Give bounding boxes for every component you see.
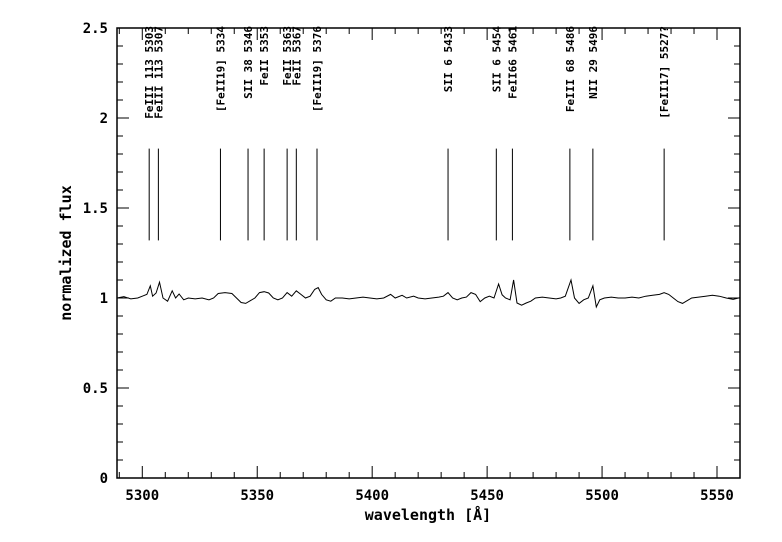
line-id-label: FeII 5363 xyxy=(281,26,294,86)
line-id-label: NII 29 5496 xyxy=(587,26,600,99)
x-tick-label: 5350 xyxy=(240,488,274,504)
line-id-label: [FeII17] 5527? xyxy=(658,26,671,119)
line-id-label: SII 38 5346 xyxy=(242,26,255,99)
y-tick-label: 0 xyxy=(100,471,108,487)
x-tick-label: 5550 xyxy=(700,488,734,504)
y-tick-label: 1 xyxy=(100,291,108,307)
line-id-label: SII 6 5454 xyxy=(490,26,503,93)
line-id-label: [FeII19] 5334 xyxy=(214,26,227,112)
y-tick-label: 2 xyxy=(100,111,108,127)
y-tick-label: 2.5 xyxy=(83,21,108,37)
x-tick-label: 5300 xyxy=(125,488,159,504)
line-id-label: FeIII 113 5307 xyxy=(152,26,165,119)
y-axis-label: normalized flux xyxy=(57,185,75,321)
line-id-label: FeIII 68 5486 xyxy=(564,26,577,112)
y-tick-label: 0.5 xyxy=(83,381,108,397)
line-id-label: FeII 5353 xyxy=(258,26,271,86)
line-id-label: [FeII19] 5376 xyxy=(311,26,324,112)
line-id-label: SII 6 5433 xyxy=(442,26,455,92)
x-tick-label: 5450 xyxy=(470,488,504,504)
line-id-label: FeII 5367 xyxy=(290,26,303,86)
y-tick-label: 1.5 xyxy=(83,201,108,217)
x-tick-label: 5500 xyxy=(585,488,619,504)
line-id-label: FeIII 113 5303 xyxy=(143,26,156,119)
x-axis-label: wavelength [Å] xyxy=(364,506,492,524)
spectrum-trace xyxy=(116,278,741,309)
x-tick-label: 5400 xyxy=(355,488,389,504)
plot-frame xyxy=(116,27,741,479)
line-id-label: FeII66 5461 xyxy=(506,26,519,99)
